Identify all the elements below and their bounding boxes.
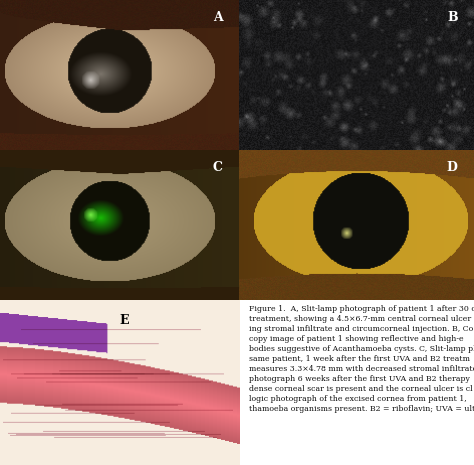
Text: Figure 1.  A, Slit-lamp photograph of patient 1 after 30 c
treatment, showing a : Figure 1. A, Slit-lamp photograph of pat… xyxy=(249,306,474,412)
Text: D: D xyxy=(447,161,457,174)
Text: E: E xyxy=(120,313,129,326)
Text: C: C xyxy=(213,161,223,174)
Text: A: A xyxy=(213,11,223,24)
Text: B: B xyxy=(447,11,457,24)
